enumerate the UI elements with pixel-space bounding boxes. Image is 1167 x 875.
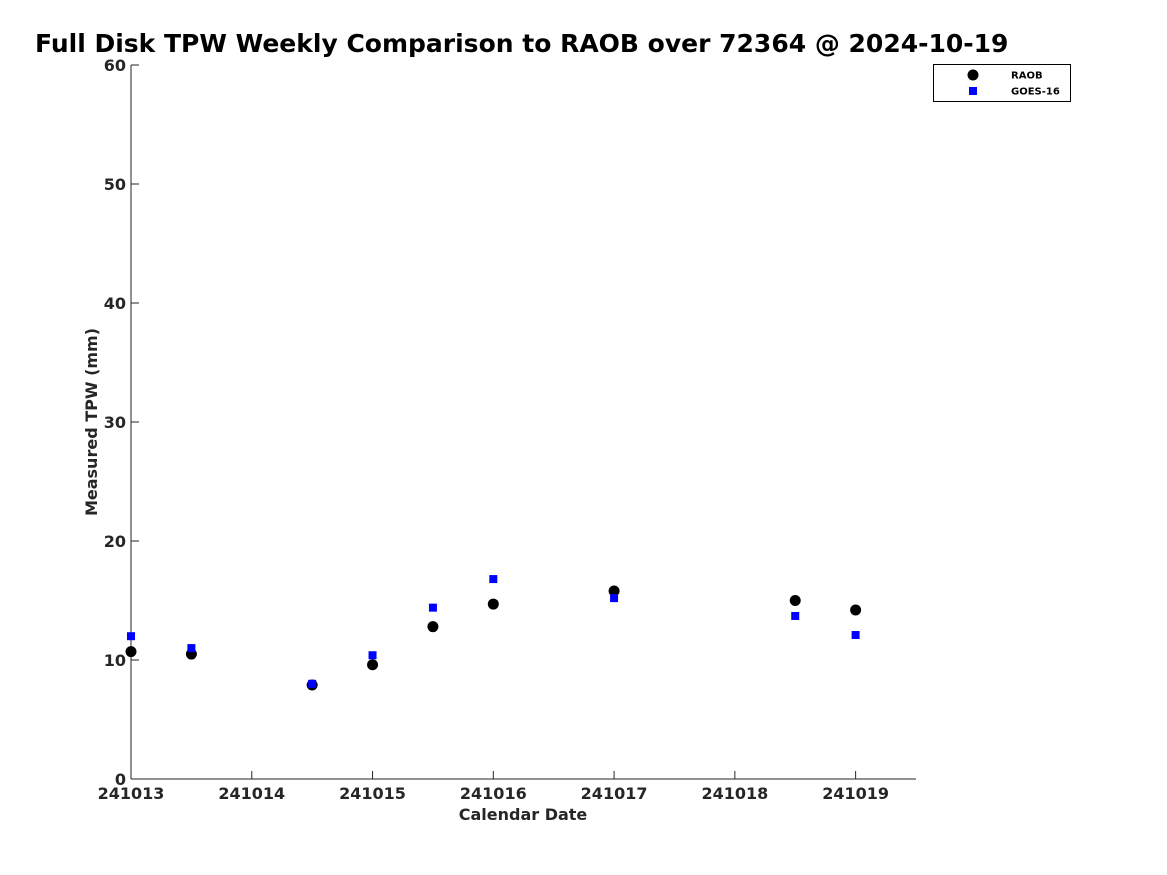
point-goes16: [187, 644, 196, 653]
point-goes16: [428, 603, 437, 612]
point-goes16: [308, 679, 317, 688]
legend-box: [933, 64, 1071, 102]
y-tick-label: 20: [104, 532, 126, 551]
point-goes16: [489, 575, 498, 584]
x-ticks: 241013 241014 241015 241016 241017 241018 2410…: [98, 771, 889, 803]
point-raob: [789, 595, 801, 606]
point-raob: [608, 585, 620, 597]
chart-title: Full Disk TPW Weekly Comparison to RAOB …: [35, 29, 1008, 58]
y-tick-label: 40: [104, 294, 126, 313]
point-raob: [850, 604, 862, 616]
x-tick-label: 241015: [339, 784, 406, 803]
x-tick-label: 241018: [701, 784, 768, 803]
legend-label-raob: RAOB: [1011, 71, 1043, 82]
axes: [130, 65, 916, 780]
x-tick-label: 241017: [581, 784, 648, 803]
y-tick-label: 60: [104, 56, 126, 75]
y-tick-label: 10: [104, 651, 126, 670]
point-raob: [487, 598, 499, 610]
x-tick-label: 241016: [460, 784, 527, 803]
legend-marker-goes16: [969, 87, 977, 95]
point-raob: [367, 659, 379, 671]
point-goes16: [368, 651, 377, 660]
legend-marker-raob: [967, 69, 979, 81]
point-goes16: [127, 632, 135, 641]
point-goes16: [851, 631, 860, 640]
legend: RAOB GOES-16: [933, 64, 1071, 102]
y-axis-label: Measured TPW (mm): [82, 328, 101, 516]
x-axis-label: Calendar Date: [459, 805, 588, 824]
y-tick-label: 0: [115, 770, 126, 789]
point-goes16: [791, 611, 800, 620]
y-tick-label: 50: [104, 175, 126, 194]
x-tick-label: 241019: [822, 784, 889, 803]
y-ticks: 0 10 20 30 40 50 60: [104, 56, 139, 789]
x-tick-label: 241013: [98, 784, 165, 803]
data-points: [125, 575, 862, 691]
point-goes16: [610, 594, 619, 603]
point-raob: [125, 646, 137, 658]
legend-label-goes16: GOES-16: [1011, 87, 1060, 98]
y-tick-label: 30: [104, 413, 126, 432]
x-tick-label: 241014: [218, 784, 285, 803]
point-raob: [427, 621, 439, 633]
